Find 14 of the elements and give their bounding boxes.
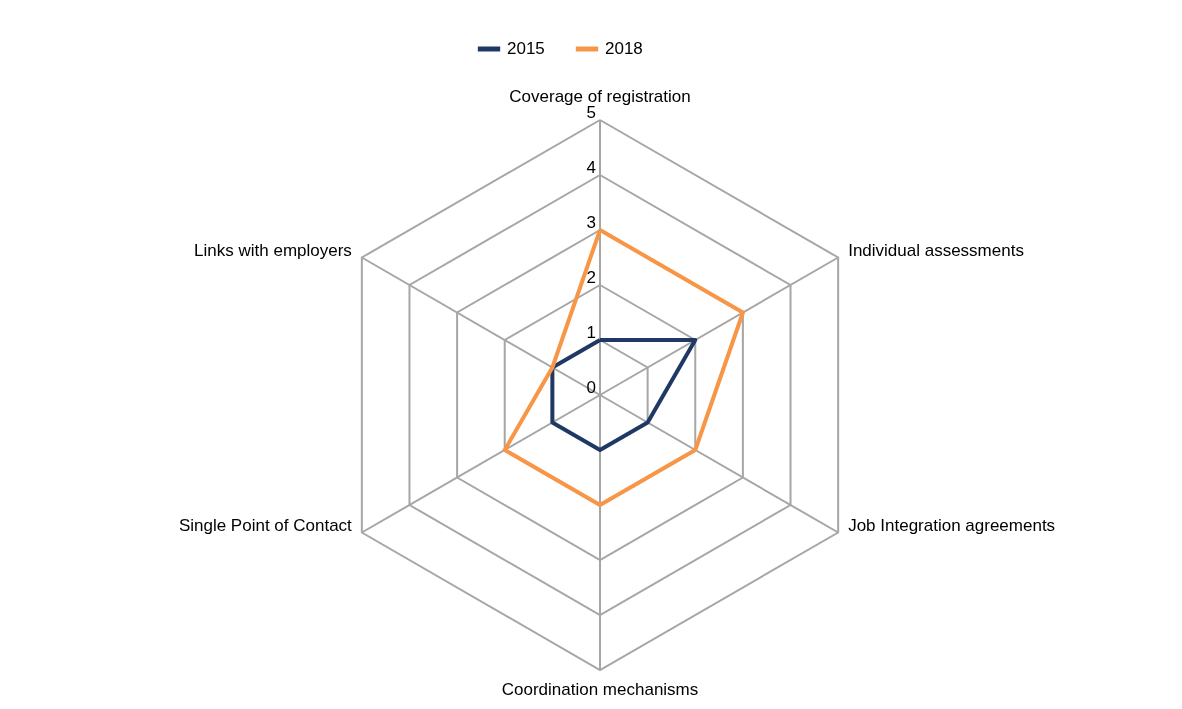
legend-label: 2018 — [605, 39, 643, 58]
legend-label: 2015 — [507, 39, 545, 58]
spoke-label: Coordination mechanisms — [501, 680, 699, 699]
y-tick-label: 3 — [586, 213, 596, 232]
spoke-label: Single Point of Contact — [178, 515, 353, 535]
y-tick-label: 4 — [586, 158, 596, 177]
y-tick-label: 5 — [586, 103, 596, 122]
spoke-label: Links with employers — [194, 240, 352, 260]
y-tick-label: 1 — [586, 323, 596, 342]
spoke-label: Job Integration agreements — [848, 515, 1056, 535]
spoke-label: Coverage of registration — [509, 87, 691, 106]
spoke-label: Individual assessments — [848, 240, 1024, 260]
y-tick-label: 0 — [586, 378, 596, 397]
y-tick-label: 2 — [586, 268, 596, 287]
